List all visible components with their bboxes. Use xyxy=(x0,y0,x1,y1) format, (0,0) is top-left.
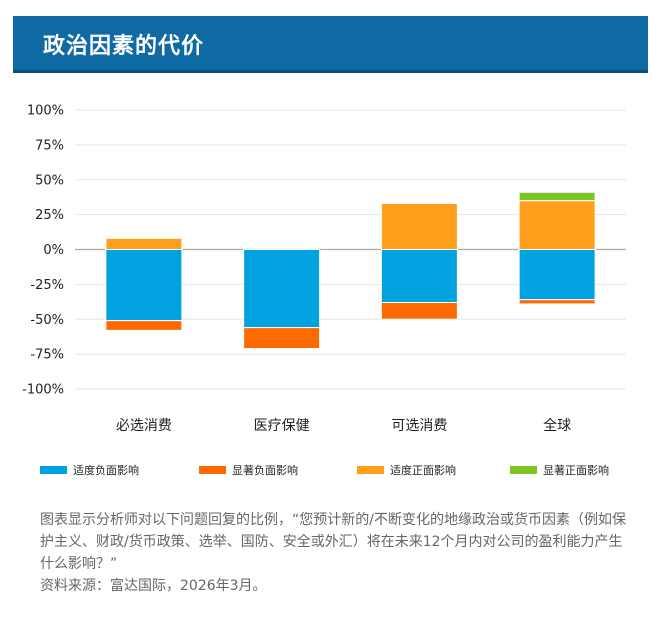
legend-label: 适度负面影响 xyxy=(73,464,139,477)
bar-segment xyxy=(380,249,458,304)
y-tick-label: 50% xyxy=(35,173,64,188)
footnote-description: 图表显示分析师对以下问题回复的比例，“您预计新的/不断变化的地缘政治或货币因素（… xyxy=(40,512,626,572)
legend-swatch xyxy=(357,466,384,474)
legend-label: 显著负面影响 xyxy=(232,464,298,477)
legend: 适度负面影响 显著负面影响 适度正面影响 显著正面影响 xyxy=(0,462,661,482)
legend-item-significant-positive: 显著正面影响 xyxy=(510,462,609,478)
bar-segment xyxy=(518,191,596,202)
bar-segment xyxy=(105,320,183,331)
footnote-source: 资料来源：富达国际，2026年3月。 xyxy=(40,578,267,594)
y-tick-label: -75% xyxy=(30,348,64,363)
bar-chart: 100% 75% 50% 25% 0% -25% -50% -75% -100% 必选消费 医疗保健… xyxy=(22,104,626,434)
legend-swatch xyxy=(199,466,226,474)
footnote: 图表显示分析师对以下问题回复的比例，“您预计新的/不断变化的地缘政治或货币因素（… xyxy=(40,509,630,597)
y-tick-label: 75% xyxy=(35,138,64,153)
legend-swatch xyxy=(510,466,537,474)
chart-title: 政治因素的代价 xyxy=(43,34,205,59)
bar-segment xyxy=(243,249,321,329)
y-tick-label: 100% xyxy=(27,104,64,119)
x-category-label: 全球 xyxy=(543,417,571,434)
title-banner: 政治因素的代价 xyxy=(13,16,648,73)
x-category-label: 可选消费 xyxy=(391,418,447,434)
bar-segment xyxy=(380,302,458,320)
bar-segment xyxy=(518,200,596,251)
y-tick-label: -50% xyxy=(30,313,64,328)
legend-swatch xyxy=(40,466,67,474)
legend-item-moderate-positive: 适度正面影响 xyxy=(357,462,456,478)
bar-segment xyxy=(243,327,321,350)
bar-segment xyxy=(518,249,596,301)
legend-label: 显著正面影响 xyxy=(543,464,609,477)
y-tick-label: -100% xyxy=(22,383,64,398)
y-tick-label: 25% xyxy=(35,208,64,223)
bar-segment xyxy=(380,202,458,250)
x-category-label: 必选消费 xyxy=(116,418,172,434)
y-tick-label: -25% xyxy=(30,278,64,293)
x-category-label: 医疗保健 xyxy=(254,418,310,434)
legend-item-moderate-negative: 适度负面影响 xyxy=(40,462,139,478)
legend-item-significant-negative: 显著负面影响 xyxy=(199,462,298,478)
legend-label: 适度正面影响 xyxy=(390,464,456,477)
bar-segment xyxy=(105,249,183,322)
bar-segment xyxy=(105,237,183,250)
bar-segment xyxy=(518,299,596,305)
y-tick-label: 0% xyxy=(43,243,64,258)
